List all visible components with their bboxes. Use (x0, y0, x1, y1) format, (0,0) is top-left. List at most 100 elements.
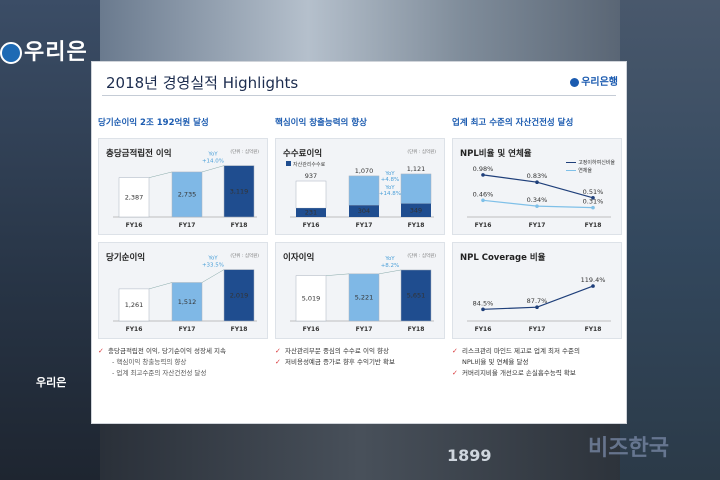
bar-chart-interest-income: 5,019 FY16 5,221 FY17 5,651 FY18 YoY+8.2% (290, 256, 434, 333)
bullet-text: NPL비율 및 연체율 달성 (462, 358, 529, 366)
column-core-earnings: 핵심이익 창출능력의 향상 수수료이익 (단위 : 십억원) 자산관리수수료 9… (275, 116, 445, 366)
growth-arrow (148, 282, 173, 290)
x-tick-label: FY16 (475, 326, 492, 333)
growth-arrow (378, 269, 402, 275)
data-point (481, 198, 485, 203)
bar-total-FY17 (348, 175, 380, 206)
bullet-item: - 핵심이익 창출능력의 향상 (98, 357, 266, 368)
bullet-item: ✓ 저비용성예금 증가로 향후 수익기반 확보 (275, 357, 443, 368)
bullet-list: ✓ 충당금적립전 이익, 당기순이익 성장세 지속 - 핵심이익 창출능력의 향상 -… (98, 346, 266, 379)
bullet-item: - 업계 최고수준의 자산건전성 달성 (98, 368, 266, 379)
growth-arrow (201, 269, 225, 283)
slide-title: 2018년 경영실적 Highlights (106, 74, 299, 92)
building-sign-small: 우리은 (36, 376, 67, 389)
panel-title: NPL비율 및 연체율 (460, 149, 532, 159)
unit-label: (단위 : 십억원) (230, 254, 259, 259)
data-point (481, 173, 485, 177)
bar-chart-net-income: 1,261 FY16 1,512 FY17 2,019 FY18 YoY+33.5% (113, 256, 257, 333)
bullet-list: ✓ 리스크관리 마인드 제고로 업계 최저 수준의 NPL비율 및 연체율 달성 ✓ 커… (452, 346, 620, 379)
bullet-text: 저비용성예금 증가로 향후 수익기반 확보 (285, 358, 395, 366)
slide-logo: 우리은행 (570, 73, 618, 88)
point-label: 0.46% (473, 190, 494, 198)
check-icon: ✓ (452, 347, 458, 355)
bar-wealth-label: 349 (410, 206, 422, 214)
bar-value-label: 1,512 (178, 298, 197, 306)
building-sign: 우리은 (0, 34, 88, 66)
bullet-item: ✓ 자산관리부문 중심의 수수료 이익 향상 (275, 346, 443, 357)
yoy-value: +33.5% (202, 263, 224, 269)
yoy-label: YoY (207, 256, 218, 262)
bar-wealth-FY18 (401, 203, 431, 217)
data-point (535, 180, 539, 184)
legend: 고정이하여신비율 연체율 (566, 159, 615, 175)
point-label: 0.51% (583, 188, 604, 196)
bar-wealth-label: 304 (358, 207, 370, 215)
bar-wealth-FY16 (296, 208, 326, 217)
panel-npl-ratio: NPL비율 및 연체율 고정이하여신비율 연체율 0.98% 0.83% 0.51%… (452, 138, 622, 235)
x-tick-label: FY16 (126, 222, 143, 229)
data-point (535, 305, 539, 309)
point-label: 0.98% (473, 165, 494, 173)
growth-arrow (201, 165, 225, 173)
check-icon: ✓ (98, 347, 104, 355)
legend-line-dark (566, 162, 577, 163)
growth-arrow (148, 171, 173, 178)
growth-arrow (325, 273, 350, 276)
unit-label: (단위 : 십억원) (407, 150, 436, 155)
yoy-value: +8.2% (381, 263, 400, 269)
bar-wealth-label: 231 (305, 209, 317, 217)
column-asset-quality: 업계 최고 수준의 자산건전성 달성 NPL비율 및 연체율 고정이하여신비율 … (452, 116, 622, 377)
point-label: 84.5% (473, 299, 494, 307)
x-tick-label: FY16 (475, 222, 492, 229)
column-header: 업계 최고 수준의 자산건전성 달성 (452, 118, 574, 128)
unit-label: (단위 : 십억원) (407, 254, 436, 259)
data-point (481, 307, 485, 312)
panel-title: NPL Coverage 비율 (460, 253, 546, 263)
x-tick-label: FY17 (179, 222, 196, 229)
bar-wealth-FY17 (349, 205, 379, 217)
legend-line-light (566, 170, 577, 171)
column-header: 당기순이익 2조 192억원 달성 (98, 118, 209, 128)
bar-FY18 (400, 269, 432, 322)
panel-fee-income: 수수료이익 (단위 : 십억원) 자산관리수수료 937 231 FY16 1,070… (275, 138, 445, 235)
data-point (591, 205, 595, 210)
background-street (100, 424, 620, 480)
background-building-right (620, 0, 720, 480)
x-tick-label: FY17 (356, 326, 373, 333)
bar-FY18 (223, 269, 255, 322)
panel-npl-coverage: NPL Coverage 비율 84.5% 87.7% 119.4% FY16 FY17… (452, 242, 622, 339)
panel-interest-income: 이자이익 (단위 : 십억원) 5,019 FY16 5,221 FY17 5,651 F… (275, 242, 445, 339)
unit-label: (단위 : 십억원) (230, 150, 259, 155)
building-number: 1899 (447, 446, 492, 465)
x-tick-label: FY18 (585, 326, 602, 333)
x-tick-label: FY16 (303, 326, 320, 333)
bar-value-label: 5,221 (355, 293, 374, 301)
column-net-income: 당기순이익 2조 192억원 달성 충당금적립전 이익 (단위 : 십억원) 2… (98, 116, 268, 377)
bar-FY17 (171, 171, 203, 218)
bullet-text: 충당금적립전 이익, 당기순이익 성장세 지속 (108, 347, 226, 355)
bar-value-label: 2,019 (230, 291, 249, 299)
yoy-label: YoY (207, 152, 218, 158)
panel-net-income: 당기순이익 (단위 : 십억원) 1,261 FY16 1,512 FY17 2,019… (98, 242, 268, 339)
watermark: 비즈한국 (588, 436, 669, 461)
background-building-top (100, 0, 620, 62)
point-label: 87.7% (527, 297, 548, 305)
x-tick-label: FY18 (585, 222, 602, 229)
point-label: 119.4% (581, 276, 606, 284)
yoy-value: +4.8% (381, 177, 400, 183)
bar-value-label: 5,019 (302, 294, 321, 302)
bullet-item: ✓ 커버리지비율 개선으로 손실흡수능력 확보 (452, 368, 620, 379)
x-tick-label: FY17 (529, 222, 546, 229)
x-tick-label: FY17 (529, 326, 546, 333)
bullet-text: - 업계 최고수준의 자산건전성 달성 (112, 369, 207, 377)
x-tick-label: FY17 (179, 326, 196, 333)
check-icon: ✓ (275, 358, 281, 366)
yoy-label: YoY (384, 256, 395, 262)
bullet-list: ✓ 자산관리부문 중심의 수수료 이익 향상 ✓ 저비용성예금 증가로 향후 수익기반… (275, 346, 443, 368)
x-tick-label: FY16 (126, 326, 143, 333)
panel-pre-provision-income: 충당금적립전 이익 (단위 : 십억원) 2,387 FY16 2,735 FY17 3… (98, 138, 268, 235)
bar-value-label: 2,735 (178, 190, 197, 198)
panel-title: 이자이익 (283, 253, 315, 263)
bar-FY17 (171, 282, 203, 322)
panel-title: 수수료이익 (283, 149, 323, 159)
